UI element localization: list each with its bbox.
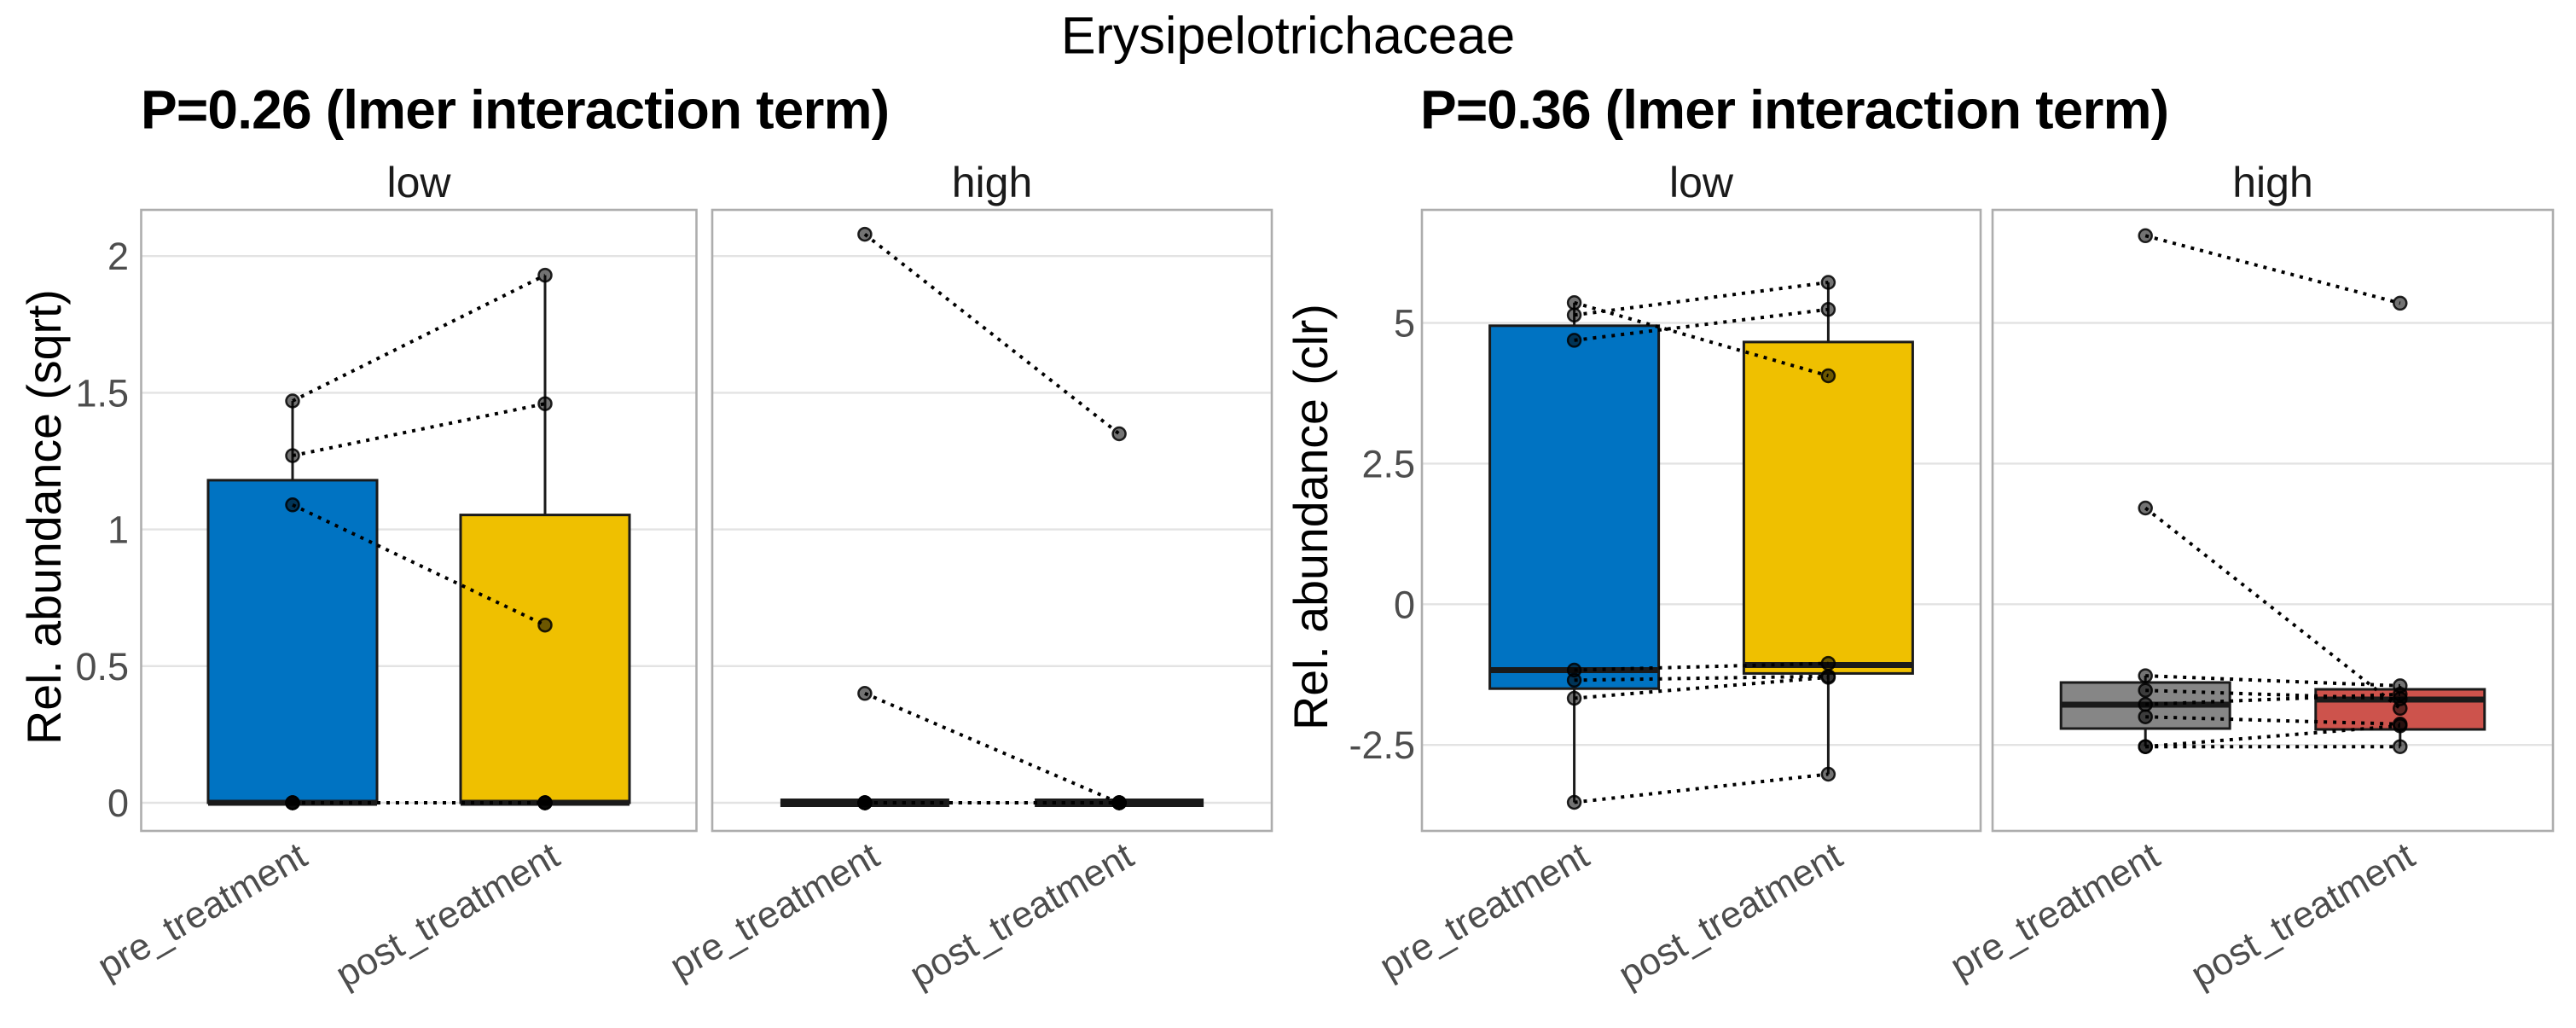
svg-text:Rel. abundance (sqrt): Rel. abundance (sqrt) — [18, 289, 71, 745]
svg-text:5: 5 — [1394, 302, 1415, 346]
svg-text:0.5: 0.5 — [75, 645, 129, 688]
svg-text:2: 2 — [107, 235, 129, 278]
svg-text:Rel. abundance (clr): Rel. abundance (clr) — [1285, 304, 1337, 730]
svg-text:2.5: 2.5 — [1361, 442, 1415, 485]
svg-text:Erysipelotrichaceae: Erysipelotrichaceae — [1061, 7, 1515, 65]
svg-text:1: 1 — [107, 508, 129, 552]
svg-text:0: 0 — [107, 781, 129, 825]
svg-text:P=0.36 (lmer interaction term): P=0.36 (lmer interaction term) — [1420, 79, 2169, 141]
svg-text:high: high — [2232, 159, 2313, 206]
svg-text:1.5: 1.5 — [75, 371, 129, 415]
svg-text:high: high — [952, 159, 1033, 206]
svg-text:low: low — [1669, 159, 1734, 206]
svg-text:-2.5: -2.5 — [1349, 723, 1415, 767]
svg-text:P=0.26 (lmer interaction term): P=0.26 (lmer interaction term) — [141, 79, 890, 141]
svg-text:0: 0 — [1394, 583, 1415, 626]
svg-text:low: low — [386, 159, 451, 206]
